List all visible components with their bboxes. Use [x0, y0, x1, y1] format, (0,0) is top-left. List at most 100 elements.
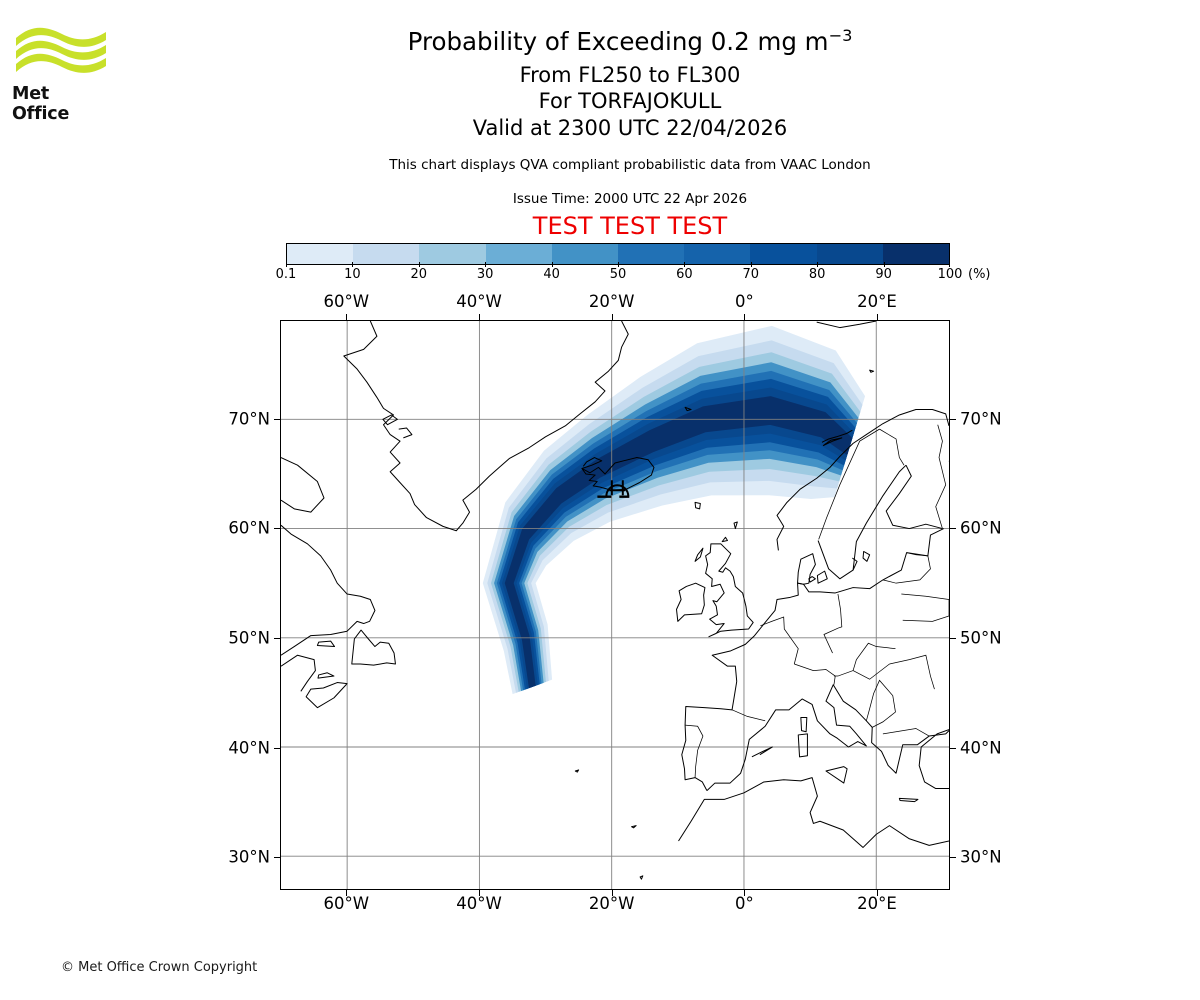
coast-bear-island — [869, 369, 875, 373]
border-france-spain — [731, 709, 766, 722]
map-plot-area — [280, 320, 950, 890]
lon-label-bottom-0°: 0° — [734, 894, 754, 913]
colorbar-tick-20: 20 — [410, 267, 428, 282]
coast-gotland — [862, 550, 871, 562]
met-office-waves-icon — [16, 27, 106, 73]
lat-tickmark-right-30°N — [950, 857, 956, 859]
lon-tickmark-top-20°E — [877, 314, 879, 320]
lat-tickmark-right-40°N — [950, 747, 956, 749]
coast-baffin-se — [281, 457, 325, 513]
border-belarus-ukraine-russia — [901, 593, 949, 622]
colorbar-unit-label: (%) — [968, 267, 991, 282]
border-sweden-finland — [879, 428, 905, 466]
colorbar-tickmark-50 — [618, 262, 619, 267]
coast-new-brunswick-gaspe — [281, 654, 316, 692]
colorbar-tick-80: 80 — [808, 267, 826, 282]
coast-sardinia — [797, 733, 808, 758]
colorbar-tickmark-0.1 — [286, 262, 287, 267]
coast-madeira-speck — [631, 825, 637, 829]
colorbar-segment-8 — [816, 244, 883, 264]
coast-denmark-jutland — [797, 553, 816, 585]
coast-fyn — [808, 576, 816, 583]
coast-italy-sicily — [825, 766, 848, 784]
lon-tickmark-top-60°W — [346, 314, 348, 320]
colorbar-tick-30: 30 — [476, 267, 494, 282]
lat-tickmark-left-30°N — [274, 857, 280, 859]
colorbar-tickmark-70 — [750, 262, 752, 267]
coast-pei — [317, 672, 335, 679]
lat-tickmark-left-40°N — [274, 747, 280, 749]
coast-svalbard — [816, 321, 877, 329]
met-office-logo: Met Office — [12, 22, 110, 124]
lat-label-right-60°N: 60°N — [960, 518, 1002, 538]
colorbar-tick-90: 90 — [875, 267, 892, 282]
lat-label-right-50°N: 50°N — [960, 628, 1002, 648]
border-balkans — [865, 679, 896, 728]
colorbar-segment-2 — [419, 244, 486, 264]
lon-label-bottom-20°E: 20°E — [857, 894, 897, 913]
lat-label-left-50°N: 50°N — [228, 628, 270, 648]
lon-tickmark-bottom-40°W — [479, 890, 480, 896]
coast-shetland — [733, 521, 738, 530]
coast-newfoundland — [351, 629, 396, 666]
colorbar-tick-70: 70 — [742, 267, 760, 282]
coast-great-britain — [705, 543, 754, 638]
colorbar-gradient — [286, 243, 950, 265]
colorbar-tickmark-30 — [485, 262, 487, 267]
colorbar — [286, 243, 950, 265]
colorbar-segment-4 — [551, 244, 619, 264]
lon-tickmark-top-0° — [744, 314, 746, 320]
coast-greenland — [343, 321, 629, 532]
test-banner: TEST TEST TEST — [532, 212, 728, 240]
lon-tickmark-top-40°W — [479, 314, 480, 320]
coast-canary-specks — [639, 875, 644, 880]
page-title: Probability of Exceeding 0.2 mg m−3 — [130, 26, 1130, 56]
coast-anticosti — [316, 640, 336, 648]
lon-tickmark-bottom-0° — [744, 890, 746, 896]
border-portugal-spain — [685, 724, 704, 778]
border-greece-bulgaria-turkey — [882, 728, 930, 737]
coast-disko-island — [382, 414, 398, 426]
volcano-subtitle: For TORFAJOKULL — [538, 89, 722, 113]
ash-probability-plume — [482, 325, 866, 695]
lon-label-top-0°: 0° — [734, 292, 754, 311]
coast-balearics — [751, 746, 773, 758]
lat-label-right-70°N: 70°N — [960, 409, 1002, 429]
colorbar-segment-9 — [882, 244, 950, 264]
country-borders — [685, 424, 949, 778]
qva-note: This chart displays QVA compliant probab… — [389, 157, 871, 173]
coast-orkney — [721, 536, 728, 543]
colorbar-tickmark-100 — [949, 262, 950, 267]
colorbar-segment-1 — [353, 244, 420, 264]
logo-brand-text: Met Office — [12, 84, 70, 124]
border-poland-slovakia-hungary — [852, 642, 896, 680]
coast-faroe-islands — [694, 501, 701, 510]
lat-label-right-30°N: 30°N — [960, 847, 1002, 867]
lat-label-right-40°N: 40°N — [960, 738, 1002, 757]
lat-tickmark-right-60°N — [950, 528, 956, 530]
lat-label-left-60°N: 60°N — [228, 518, 270, 538]
colorbar-tick-10: 10 — [344, 267, 361, 282]
border-baltics — [882, 552, 931, 584]
map-gridlines — [281, 321, 949, 889]
coast-mediterranean-north — [706, 684, 949, 792]
volcano-marker-torfajokull — [597, 480, 630, 498]
lat-label-left-40°N: 40°N — [228, 738, 270, 757]
border-germany-poland-cz — [823, 593, 843, 654]
lat-tickmark-right-70°N — [950, 418, 956, 420]
lon-label-top-40°W: 40°W — [456, 292, 502, 311]
volcano-dome — [605, 484, 630, 497]
lon-label-top-20°W: 20°W — [588, 292, 635, 311]
page-title-exponent: −3 — [828, 26, 853, 45]
valid-time-subtitle: Valid at 2300 UTC 22/04/2026 — [472, 116, 788, 140]
coast-jan-mayen — [684, 406, 692, 412]
colorbar-tick-100: 100 — [937, 267, 963, 282]
coast-europe-mainland — [711, 528, 944, 682]
coast-nova-scotia — [305, 682, 348, 709]
coast-zealand — [816, 570, 828, 584]
lon-label-bottom-40°W: 40°W — [456, 894, 502, 913]
lon-tickmark-bottom-20°E — [877, 890, 879, 896]
colorbar-tick-labels: 0.1 10 20 30 40 50 60 70 80 90 100 — [276, 262, 962, 285]
colorbar-tick-40: 40 — [543, 267, 560, 282]
